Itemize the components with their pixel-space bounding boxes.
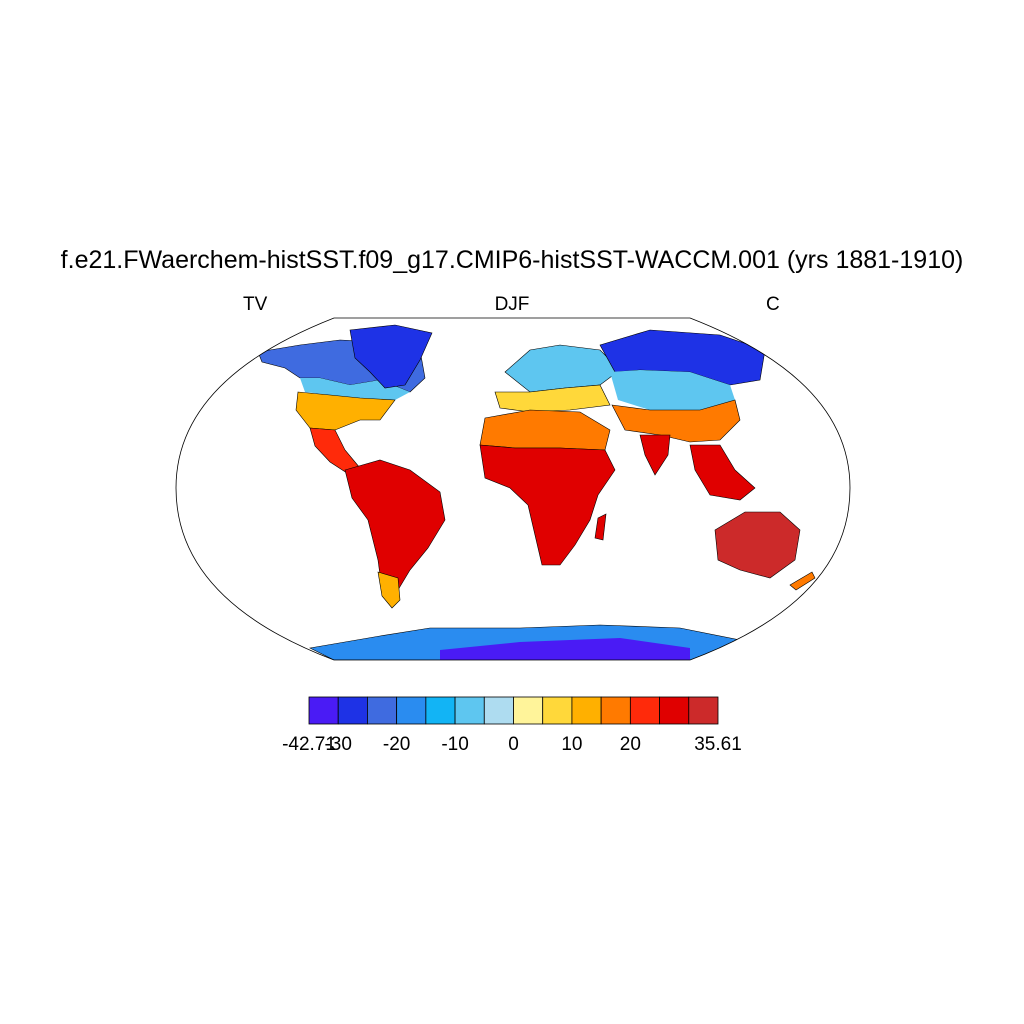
colorbar-box <box>659 696 690 725</box>
colorbar-box <box>688 696 719 725</box>
region-greenland <box>349 324 433 389</box>
colorbar-label: 10 <box>561 734 583 755</box>
colorbar-box <box>425 696 456 725</box>
region-south-america <box>344 459 446 605</box>
colorbar-label: -30 <box>324 734 352 755</box>
colorbar-box <box>483 696 514 725</box>
colorbar-box <box>454 696 485 725</box>
land-layer <box>257 324 816 660</box>
right-string: C <box>766 294 780 315</box>
region-central-asia <box>610 370 735 410</box>
colorbar-box <box>600 696 631 725</box>
region-new-zealand <box>789 571 816 591</box>
region-india <box>639 434 671 476</box>
colorbar-box <box>629 696 660 725</box>
colorbar-box <box>367 696 398 725</box>
colorbar-label: 0 <box>508 734 519 755</box>
colorbar-label: -10 <box>441 734 469 755</box>
region-north-america-south <box>295 391 396 431</box>
region-asia-south <box>611 399 741 443</box>
region-africa-north <box>479 409 611 451</box>
colorbar-label: -42.71 <box>282 734 336 755</box>
region-patagonia <box>377 571 401 609</box>
region-europe-south <box>494 384 611 413</box>
globe-outline <box>175 317 851 661</box>
region-australia <box>714 511 801 579</box>
colorbar-label: 35.61 <box>694 734 742 755</box>
colorbar-box <box>542 696 573 725</box>
region-madagascar <box>594 513 607 541</box>
region-southeast-asia <box>689 444 756 501</box>
colorbar <box>308 696 719 725</box>
colorbar-label: 20 <box>619 734 641 755</box>
left-string: TV <box>243 294 268 315</box>
region-africa <box>479 444 616 566</box>
colorbar-box <box>513 696 544 725</box>
colorbar-box <box>396 696 427 725</box>
plot-title: f.e21.FWaerchem-histSST.f09_g17.CMIP6-hi… <box>60 246 964 274</box>
colorbar-box <box>337 696 368 725</box>
region-antarctica-interior <box>440 638 690 660</box>
center-string: DJF <box>494 294 530 315</box>
colorbar-box <box>308 696 339 725</box>
region-europe-north <box>504 344 621 393</box>
colorbar-box <box>571 696 602 725</box>
colorbar-label: -20 <box>382 734 411 755</box>
